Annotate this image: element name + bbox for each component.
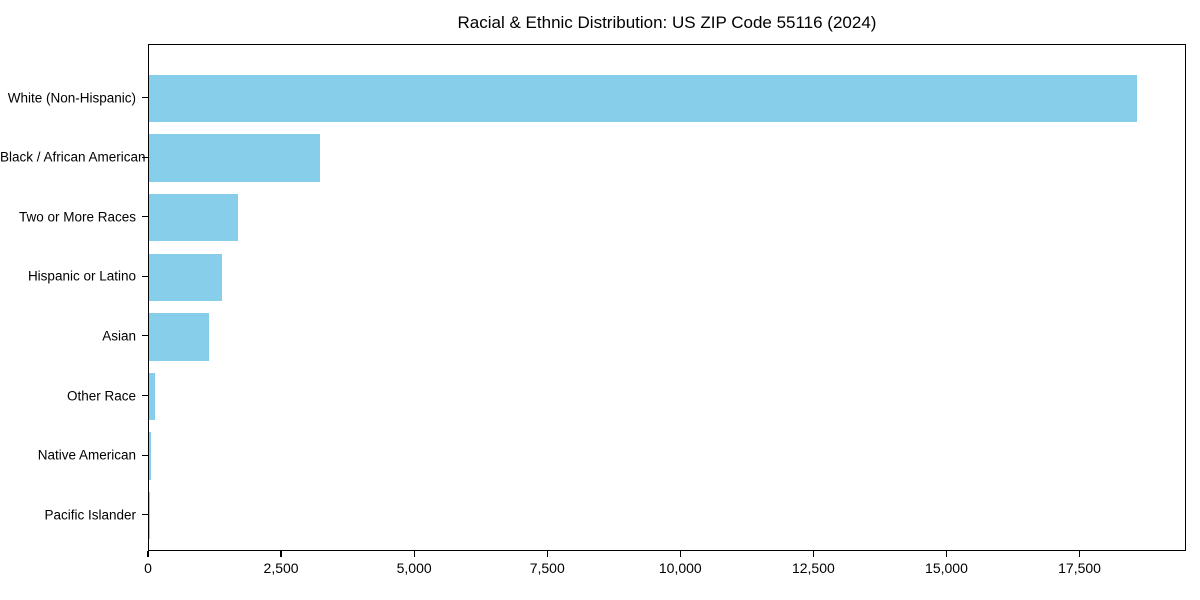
x-tick-mark — [546, 551, 548, 557]
x-tick-label: 10,000 — [658, 560, 702, 576]
bar — [149, 74, 1137, 123]
plot-area — [148, 44, 1186, 551]
y-tick-label: Pacific Islander — [44, 507, 136, 523]
x-tick-label: 5,000 — [396, 560, 432, 576]
x-tick-label: 0 — [144, 560, 152, 576]
x-tick-mark — [280, 551, 282, 557]
x-tick-mark — [147, 551, 149, 557]
x-tick-mark — [1078, 551, 1081, 557]
y-tick-mark — [142, 156, 148, 158]
bar — [149, 253, 222, 302]
bar — [149, 313, 209, 361]
y-tick-mark — [142, 394, 148, 397]
bar — [149, 193, 238, 242]
y-tick-label: Hispanic or Latino — [27, 268, 136, 284]
y-tick-mark — [142, 216, 148, 218]
bar — [149, 372, 156, 421]
bar — [149, 432, 151, 480]
y-tick-label: Asian — [102, 328, 136, 344]
y-tick-mark — [142, 514, 148, 516]
y-tick-label: White (Non-Hispanic) — [7, 90, 136, 105]
y-tick-label: Two or More Races — [18, 209, 136, 225]
x-tick-mark — [812, 551, 814, 557]
y-tick-mark — [142, 454, 148, 456]
bar — [149, 491, 150, 540]
y-tick-label: Black / African American — [0, 149, 146, 165]
x-tick-mark — [413, 551, 415, 557]
y-tick-label: Native American — [37, 447, 136, 463]
x-tick-label: 12,500 — [791, 560, 835, 576]
chart-title: Racial & Ethnic Distribution: US ZIP Cod… — [457, 13, 877, 32]
x-tick-label: 15,000 — [925, 560, 968, 576]
bar — [149, 134, 321, 182]
y-tick-mark — [142, 96, 148, 99]
x-tick-mark — [945, 551, 948, 557]
x-tick-label: 7,500 — [529, 560, 565, 576]
y-tick-mark — [142, 335, 148, 337]
x-tick-label: 2,500 — [263, 560, 299, 576]
y-tick-mark — [142, 275, 148, 277]
x-tick-mark — [679, 551, 681, 557]
y-tick-label: Other Race — [66, 388, 136, 403]
x-tick-label: 17,500 — [1058, 560, 1101, 576]
